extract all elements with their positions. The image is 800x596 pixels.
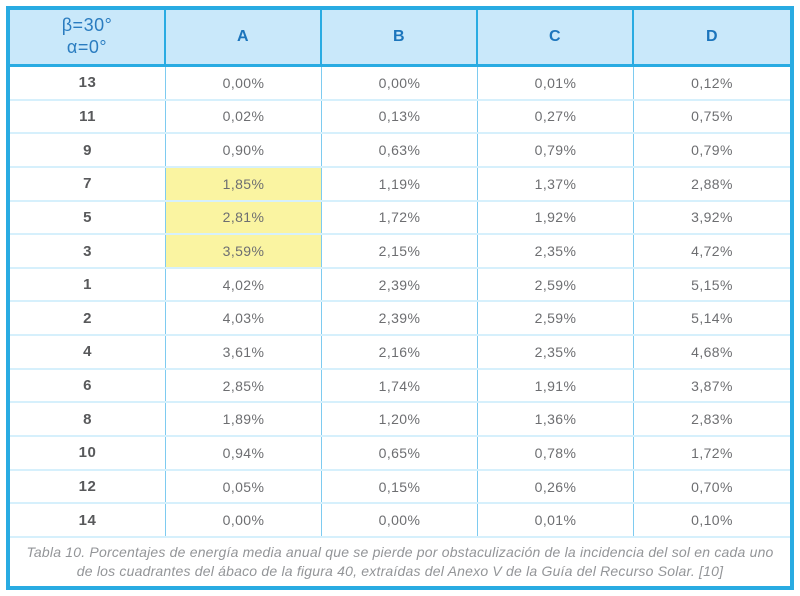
value-cell: 3,59%: [166, 235, 322, 267]
value-cell: 2,35%: [478, 336, 634, 368]
corner-header-cell: β=30° α=0°: [10, 10, 166, 64]
table-row: 13 0,00% 0,00% 0,01% 0,12%: [10, 67, 790, 101]
row-label: 7: [10, 167, 166, 200]
value-cell: 4,72%: [634, 235, 790, 267]
row-label: 9: [10, 134, 166, 166]
column-header-d: D: [634, 10, 790, 64]
value-cell: 3,92%: [634, 201, 790, 234]
value-cell: 1,74%: [322, 369, 478, 402]
row-label: 2: [10, 302, 166, 335]
row-label: 14: [10, 504, 166, 536]
value-cell: 5,14%: [634, 302, 790, 335]
value-cell: 4,68%: [634, 336, 790, 368]
table-row: 11 0,02% 0,13% 0,27% 0,75%: [10, 100, 790, 135]
row-label: 11: [10, 100, 166, 133]
alpha-angle-label: α=0°: [66, 37, 108, 57]
value-cell: 0,75%: [634, 100, 790, 133]
value-cell: 0,65%: [322, 437, 478, 469]
value-cell: 1,36%: [478, 403, 634, 436]
row-label: 12: [10, 470, 166, 503]
value-cell: 0,79%: [634, 134, 790, 166]
value-cell: 5,15%: [634, 268, 790, 301]
row-label: 10: [10, 437, 166, 469]
column-header-b: B: [322, 10, 478, 64]
value-cell: 2,39%: [322, 268, 478, 301]
table-body: 13 0,00% 0,00% 0,01% 0,12% 11 0,02% 0,13% 0,27% 0…: [10, 67, 790, 538]
value-cell: 2,39%: [322, 302, 478, 335]
row-label: 3: [10, 235, 166, 267]
row-label: 8: [10, 403, 166, 436]
value-cell: 0,00%: [322, 67, 478, 99]
value-cell: 0,05%: [166, 470, 322, 503]
value-cell: 2,59%: [478, 268, 634, 301]
beta-angle-label: β=30°: [61, 15, 113, 36]
row-label: 6: [10, 369, 166, 402]
value-cell: 1,20%: [322, 403, 478, 436]
table-row: 2 4,03% 2,39% 2,59% 5,14%: [10, 302, 790, 337]
value-cell: 0,15%: [322, 470, 478, 503]
table-row: 7 1,85% 1,19% 1,37% 2,88%: [10, 167, 790, 202]
table-row: 6 2,85% 1,74% 1,91% 3,87%: [10, 369, 790, 404]
value-cell: 2,85%: [166, 369, 322, 402]
value-cell: 1,19%: [322, 167, 478, 200]
value-cell: 0,27%: [478, 100, 634, 133]
column-header-a-label: A: [236, 28, 250, 45]
value-cell: 0,13%: [322, 100, 478, 133]
table-figure-frame: β=30° α=0° A B C D 13 0,00% 0,00% 0,01% 0,12…: [6, 6, 794, 590]
value-cell: 0,70%: [634, 470, 790, 503]
value-cell: 1,92%: [478, 201, 634, 234]
row-label: 1: [10, 268, 166, 301]
table-row: 4 3,61% 2,16% 2,35% 4,68%: [10, 336, 790, 370]
value-cell: 2,16%: [322, 336, 478, 368]
value-cell: 0,10%: [634, 504, 790, 536]
row-label: 13: [10, 67, 166, 99]
column-header-c: C: [478, 10, 634, 64]
table-row: 8 1,89% 1,20% 1,36% 2,83%: [10, 403, 790, 438]
value-cell: 0,12%: [634, 67, 790, 99]
value-cell: 0,01%: [478, 504, 634, 536]
table-row: 12 0,05% 0,15% 0,26% 0,70%: [10, 470, 790, 505]
value-cell: 2,81%: [166, 201, 322, 234]
value-cell: 2,35%: [478, 235, 634, 267]
table-row: 9 0,90% 0,63% 0,79% 0,79%: [10, 134, 790, 168]
table-row: 3 3,59% 2,15% 2,35% 4,72%: [10, 235, 790, 269]
value-cell: 1,85%: [166, 167, 322, 200]
value-cell: 1,37%: [478, 167, 634, 200]
value-cell: 2,59%: [478, 302, 634, 335]
value-cell: 0,00%: [322, 504, 478, 536]
column-header-c-label: C: [548, 28, 562, 45]
value-cell: 0,94%: [166, 437, 322, 469]
column-header-d-label: D: [705, 28, 719, 45]
value-cell: 0,63%: [322, 134, 478, 166]
value-cell: 4,03%: [166, 302, 322, 335]
table-header-row: β=30° α=0° A B C D: [10, 10, 790, 67]
column-header-b-label: B: [392, 28, 406, 45]
table-row: 1 4,02% 2,39% 2,59% 5,15%: [10, 268, 790, 303]
value-cell: 2,88%: [634, 167, 790, 200]
table-caption: Tabla 10. Porcentajes de energía media a…: [10, 538, 790, 586]
row-label: 5: [10, 201, 166, 234]
value-cell: 0,02%: [166, 100, 322, 133]
value-cell: 2,15%: [322, 235, 478, 267]
value-cell: 3,87%: [634, 369, 790, 402]
row-label: 4: [10, 336, 166, 368]
table-row: 10 0,94% 0,65% 0,78% 1,72%: [10, 437, 790, 471]
value-cell: 1,91%: [478, 369, 634, 402]
value-cell: 0,00%: [166, 504, 322, 536]
value-cell: 0,01%: [478, 67, 634, 99]
column-header-a: A: [166, 10, 322, 64]
table-row: 5 2,81% 1,72% 1,92% 3,92%: [10, 201, 790, 236]
value-cell: 1,72%: [634, 437, 790, 469]
value-cell: 0,26%: [478, 470, 634, 503]
value-cell: 4,02%: [166, 268, 322, 301]
value-cell: 0,00%: [166, 67, 322, 99]
value-cell: 0,79%: [478, 134, 634, 166]
value-cell: 1,72%: [322, 201, 478, 234]
value-cell: 0,90%: [166, 134, 322, 166]
value-cell: 2,83%: [634, 403, 790, 436]
value-cell: 3,61%: [166, 336, 322, 368]
table-row: 14 0,00% 0,00% 0,01% 0,10%: [10, 504, 790, 538]
value-cell: 1,89%: [166, 403, 322, 436]
value-cell: 0,78%: [478, 437, 634, 469]
